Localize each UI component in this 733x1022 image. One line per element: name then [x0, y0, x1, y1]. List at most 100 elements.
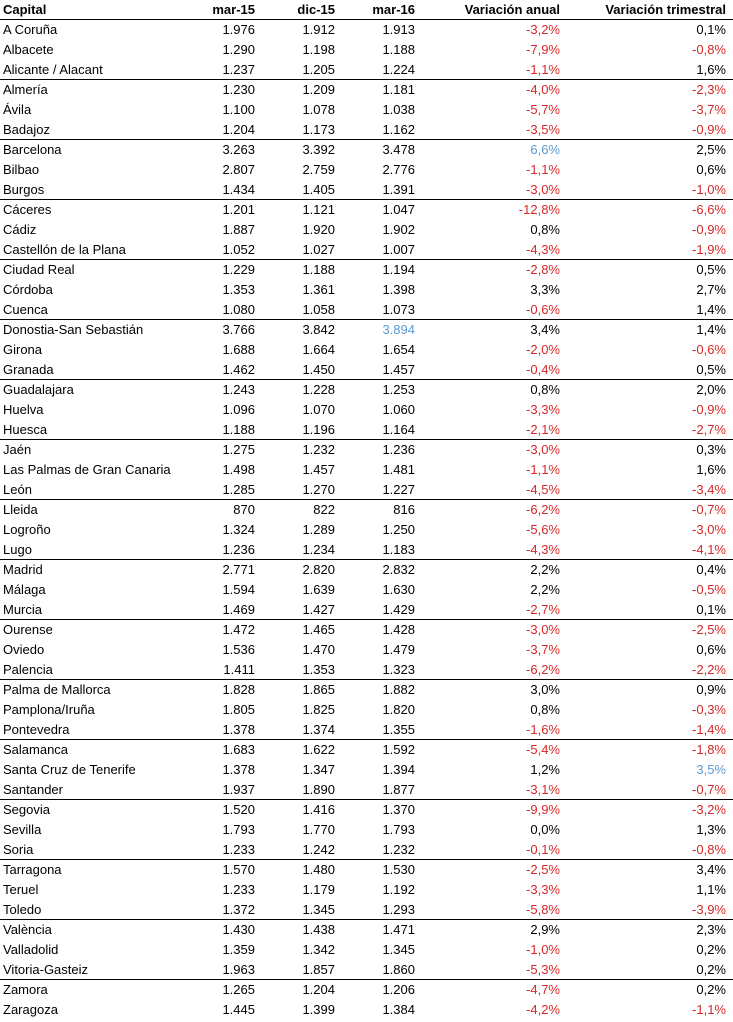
cell-capital: Vitoria-Gasteiz — [3, 962, 89, 977]
cell-variacion-anual: -4,0% — [526, 82, 560, 97]
cell-dic-15: 1.347 — [302, 762, 335, 777]
cell-mar-16: 1.384 — [382, 1002, 415, 1017]
table-row: Burgos 1.434 1.405 1.391 -3,0% -1,0% — [0, 180, 733, 200]
cell-dic-15: 1.457 — [302, 462, 335, 477]
cell-dic-15: 1.639 — [302, 582, 335, 597]
cell-variacion-trimestral: -1,1% — [692, 1002, 726, 1017]
cell-mar-15: 1.229 — [222, 262, 255, 277]
table-row: Badajoz 1.204 1.173 1.162 -3,5% -0,9% — [0, 120, 733, 140]
table-row: Las Palmas de Gran Canaria 1.498 1.457 1.48… — [0, 460, 733, 480]
table-row: Santander 1.937 1.890 1.877 -3,1% -0,7% — [0, 780, 733, 800]
cell-capital: Teruel — [3, 882, 39, 897]
table-row: Zamora 1.265 1.204 1.206 -4,7% 0,2% — [0, 980, 733, 1000]
cell-capital: Zamora — [3, 982, 48, 997]
cell-variacion-trimestral: -2,5% — [692, 622, 726, 637]
cell-variacion-trimestral: 0,3% — [696, 442, 726, 457]
cell-capital: Lugo — [3, 542, 32, 557]
cell-mar-16: 1.250 — [382, 522, 415, 537]
table-row: Málaga 1.594 1.639 1.630 2,2% -0,5% — [0, 580, 733, 600]
header-variacion-anual: Variación anual — [464, 2, 560, 17]
cell-mar-15: 2.807 — [222, 162, 255, 177]
cell-mar-15: 1.793 — [222, 822, 255, 837]
cell-mar-16: 1.224 — [382, 62, 415, 77]
cell-variacion-anual: -1,1% — [526, 62, 560, 77]
cell-capital: Granada — [3, 362, 54, 377]
header-variacion-trimestral: Variación trimestral — [605, 2, 726, 17]
table-row: Cáceres 1.201 1.121 1.047 -12,8% -6,6% — [0, 200, 733, 220]
cell-variacion-trimestral: 0,2% — [696, 962, 726, 977]
table-row: Teruel 1.233 1.179 1.192 -3,3% 1,1% — [0, 880, 733, 900]
cell-mar-15: 3.263 — [222, 142, 255, 157]
cell-capital: Barcelona — [3, 142, 62, 157]
cell-mar-15: 1.570 — [222, 862, 255, 877]
cell-variacion-anual: -5,6% — [526, 522, 560, 537]
cell-variacion-anual: 0,8% — [530, 222, 560, 237]
cell-variacion-anual: -1,1% — [526, 162, 560, 177]
cell-mar-16: 1.654 — [382, 342, 415, 357]
cell-variacion-trimestral: 1,1% — [696, 882, 726, 897]
cell-capital: Donostia-San Sebastián — [3, 322, 144, 337]
cell-dic-15: 1.480 — [302, 862, 335, 877]
cell-mar-15: 870 — [233, 502, 255, 517]
cell-mar-15: 1.434 — [222, 182, 255, 197]
cell-dic-15: 1.070 — [302, 402, 335, 417]
table-row: Albacete 1.290 1.198 1.188 -7,9% -0,8% — [0, 40, 733, 60]
cell-variacion-trimestral: 2,3% — [696, 922, 726, 937]
table-row: Pontevedra 1.378 1.374 1.355 -1,6% -1,4% — [0, 720, 733, 740]
cell-capital: Salamanca — [3, 742, 69, 757]
cell-variacion-trimestral: -0,6% — [692, 342, 726, 357]
cell-mar-16: 1.902 — [382, 222, 415, 237]
cell-mar-16: 1.227 — [382, 482, 415, 497]
cell-mar-16: 2.776 — [382, 162, 415, 177]
cell-mar-16: 1.253 — [382, 382, 415, 397]
cell-variacion-anual: -9,9% — [526, 802, 560, 817]
cell-variacion-trimestral: 2,5% — [696, 142, 726, 157]
cell-dic-15: 1.470 — [302, 642, 335, 657]
cell-mar-16: 1.183 — [382, 542, 415, 557]
cell-variacion-anual: -0,1% — [526, 842, 560, 857]
cell-capital: Bilbao — [3, 162, 40, 177]
cell-variacion-trimestral: 1,4% — [696, 322, 726, 337]
cell-variacion-anual: -3,3% — [526, 402, 560, 417]
cell-variacion-trimestral: 3,5% — [696, 762, 726, 777]
cell-mar-15: 1.469 — [222, 602, 255, 617]
cell-variacion-anual: -4,5% — [526, 482, 560, 497]
table-row: Huelva 1.096 1.070 1.060 -3,3% -0,9% — [0, 400, 733, 420]
cell-mar-16: 1.188 — [382, 42, 415, 57]
cell-mar-16: 1.882 — [382, 682, 415, 697]
cell-variacion-trimestral: -0,9% — [692, 122, 726, 137]
cell-mar-16: 1.428 — [382, 622, 415, 637]
cell-mar-16: 1.355 — [382, 722, 415, 737]
cell-capital: Toledo — [3, 902, 42, 917]
cell-capital: Cáceres — [3, 202, 52, 217]
cell-capital: Santander — [3, 782, 63, 797]
cell-mar-15: 1.359 — [222, 942, 255, 957]
cell-capital: Valladolid — [3, 942, 59, 957]
cell-capital: Madrid — [3, 562, 43, 577]
cell-dic-15: 1.865 — [302, 682, 335, 697]
cell-variacion-anual: -6,2% — [526, 502, 560, 517]
cell-variacion-anual: -3,0% — [526, 622, 560, 637]
cell-mar-15: 1.594 — [222, 582, 255, 597]
cell-capital: Huesca — [3, 422, 48, 437]
cell-variacion-trimestral: -0,7% — [692, 502, 726, 517]
cell-dic-15: 2.820 — [302, 562, 335, 577]
cell-mar-16: 1.323 — [382, 662, 415, 677]
cell-dic-15: 1.465 — [302, 622, 335, 637]
cell-capital: Cuenca — [3, 302, 48, 317]
cell-mar-15: 1.080 — [222, 302, 255, 317]
cell-variacion-trimestral: -0,9% — [692, 222, 726, 237]
cell-mar-16: 1.232 — [382, 842, 415, 857]
cell-mar-16: 1.592 — [382, 742, 415, 757]
cell-capital: Huelva — [3, 402, 44, 417]
cell-variacion-trimestral: 0,6% — [696, 162, 726, 177]
cell-variacion-trimestral: -0,8% — [692, 42, 726, 57]
header-capital: Capital — [3, 2, 47, 17]
cell-mar-15: 1.462 — [222, 362, 255, 377]
cell-variacion-anual: 2,9% — [530, 922, 560, 937]
table-row: Girona 1.688 1.664 1.654 -2,0% -0,6% — [0, 340, 733, 360]
cell-mar-15: 1.230 — [222, 82, 255, 97]
cell-variacion-trimestral: 0,5% — [696, 362, 726, 377]
cell-capital: Segovia — [3, 802, 50, 817]
cell-variacion-anual: -1,6% — [526, 722, 560, 737]
